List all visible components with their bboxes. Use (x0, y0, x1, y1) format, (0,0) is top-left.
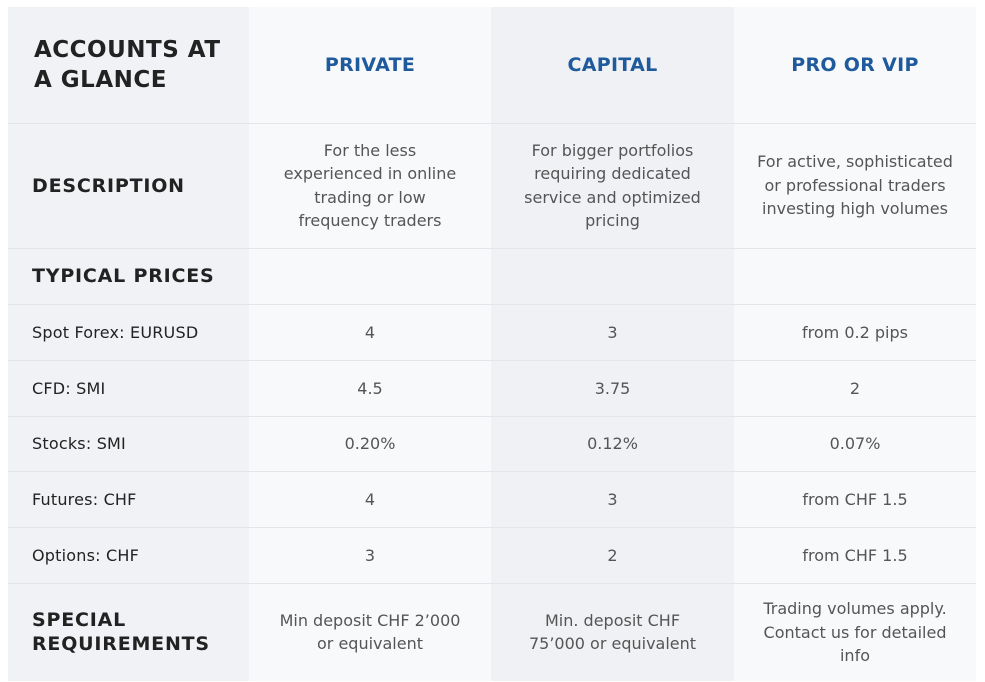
requirement-pro-or-vip: Trading volumes apply. Contact us for de… (734, 583, 976, 681)
accounts-comparison-table: ACCOUNTS AT A GLANCE PRIVATE CAPITAL PRO… (8, 7, 976, 681)
price-cell-pro: 0.07% (734, 416, 976, 472)
price-cell-capital: 3 (491, 304, 734, 361)
row-label-special-requirements: SPECIAL REQUIREMENTS (8, 583, 249, 681)
description-pro-or-vip: For active, sophisticated or professiona… (734, 123, 976, 249)
accounts-comparison-container: ACCOUNTS AT A GLANCE PRIVATE CAPITAL PRO… (8, 7, 976, 681)
column-header-pro-or-vip: PRO OR VIP (734, 7, 976, 124)
requirement-capital-text: Min. deposit CHF 75’000 or equivalent (528, 610, 697, 654)
price-cell-pro: 2 (734, 360, 976, 417)
typical-prices-empty-private (249, 248, 491, 305)
price-cell-private: 3 (249, 527, 491, 584)
typical-prices-empty-pro (734, 248, 976, 305)
price-cell-capital: 2 (491, 527, 734, 584)
price-row-stocks: Stocks: SMI 0.20% 0.12% 0.07% (8, 416, 976, 472)
price-cell-pro: from CHF 1.5 (734, 471, 976, 528)
column-header-capital: CAPITAL (491, 7, 734, 124)
price-row-options: Options: CHF 3 2 from CHF 1.5 (8, 527, 976, 584)
price-cell-private: 4 (249, 471, 491, 528)
price-cell-pro: from CHF 1.5 (734, 527, 976, 584)
price-row-spot-forex: Spot Forex: EURUSD 4 3 from 0.2 pips (8, 304, 976, 361)
price-cell-private: 4.5 (249, 360, 491, 417)
price-cell-private: 0.20% (249, 416, 491, 472)
requirement-private-text: Min deposit CHF 2’000 or equivalent (279, 610, 461, 654)
price-row-futures: Futures: CHF 4 3 from CHF 1.5 (8, 471, 976, 528)
special-requirements-row: SPECIAL REQUIREMENTS Min deposit CHF 2’0… (8, 583, 976, 681)
description-private: For the less experienced in online tradi… (249, 123, 491, 249)
header-row: ACCOUNTS AT A GLANCE PRIVATE CAPITAL PRO… (8, 7, 976, 124)
row-label-stocks: Stocks: SMI (8, 416, 249, 472)
description-row: DESCRIPTION For the less experienced in … (8, 123, 976, 249)
column-header-private: PRIVATE (249, 7, 491, 124)
requirement-capital: Min. deposit CHF 75’000 or equivalent (491, 583, 734, 681)
price-cell-pro: from 0.2 pips (734, 304, 976, 361)
price-cell-private: 4 (249, 304, 491, 361)
row-label-cfd: CFD: SMI (8, 360, 249, 417)
row-label-special-requirements-text: SPECIAL REQUIREMENTS (32, 609, 210, 656)
table-title: ACCOUNTS AT A GLANCE (8, 7, 249, 124)
row-label-description: DESCRIPTION (8, 123, 249, 249)
description-capital-text: For bigger portfolios requiring dedicate… (524, 140, 701, 231)
row-label-futures: Futures: CHF (8, 471, 249, 528)
typical-prices-empty-capital (491, 248, 734, 305)
price-row-cfd: CFD: SMI 4.5 3.75 2 (8, 360, 976, 417)
description-private-text: For the less experienced in online tradi… (283, 140, 457, 231)
requirement-private: Min deposit CHF 2’000 or equivalent (249, 583, 491, 681)
requirement-pro-or-vip-text: Trading volumes apply. Contact us for de… (763, 599, 947, 665)
typical-prices-row: TYPICAL PRICES (8, 248, 976, 305)
row-label-spot-forex: Spot Forex: EURUSD (8, 304, 249, 361)
price-cell-capital: 3.75 (491, 360, 734, 417)
row-label-options: Options: CHF (8, 527, 249, 584)
row-label-typical-prices: TYPICAL PRICES (8, 248, 249, 305)
price-cell-capital: 0.12% (491, 416, 734, 472)
table-title-text: ACCOUNTS AT A GLANCE (34, 36, 221, 93)
description-pro-or-vip-text: For active, sophisticated or professiona… (757, 152, 953, 219)
description-capital: For bigger portfolios requiring dedicate… (491, 123, 734, 249)
price-cell-capital: 3 (491, 471, 734, 528)
